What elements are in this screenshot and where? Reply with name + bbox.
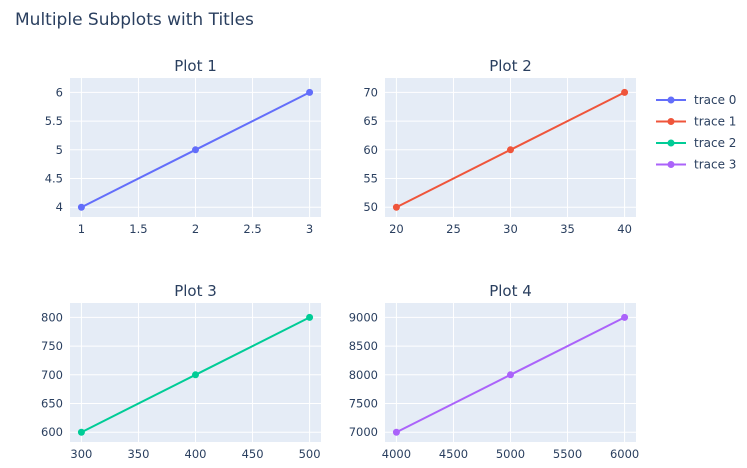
legend-marker-icon xyxy=(667,161,675,168)
x-tick-label: 3 xyxy=(306,222,313,236)
x-tick-label: 5000 xyxy=(496,447,525,461)
subplots: 1 1.5 2 2.5 3 4 4.5 5 5.5 6 Plot 1 20 25 30 35 40 50 55 60… xyxy=(41,57,639,461)
y-tick-label: 5 xyxy=(56,143,63,157)
x-tick-label: 450 xyxy=(242,447,264,461)
x-tick-label: 300 xyxy=(70,447,92,461)
y-tick-label: 7500 xyxy=(349,397,378,411)
x-tick-label: 30 xyxy=(503,222,518,236)
x-tick-label: 400 xyxy=(185,447,207,461)
x-tick-label: 25 xyxy=(446,222,461,236)
legend-item-trace-0[interactable]: trace 0 xyxy=(656,93,736,107)
subplot-title: Plot 4 xyxy=(489,282,532,300)
legend-marker-icon xyxy=(667,118,675,125)
legend-marker-icon xyxy=(667,139,675,147)
legend-label: trace 2 xyxy=(694,136,736,150)
y-tick-label: 750 xyxy=(41,339,63,353)
legend-item-trace-2[interactable]: trace 2 xyxy=(656,136,736,150)
y-tick-label: 4.5 xyxy=(45,172,63,186)
data-point xyxy=(77,428,85,436)
x-tick-label: 6000 xyxy=(610,447,639,461)
subplot-2: 20 25 30 35 40 50 55 60 65 70 Plot 2 xyxy=(363,57,636,236)
data-point xyxy=(392,203,400,211)
subplot-1: 1 1.5 2 2.5 3 4 4.5 5 5.5 6 Plot 1 xyxy=(45,57,321,236)
x-tick-label: 1.5 xyxy=(129,222,147,236)
y-tick-label: 70 xyxy=(363,85,378,99)
legend-label: trace 3 xyxy=(694,158,736,172)
y-tick-label: 55 xyxy=(363,172,378,186)
legend-marker-icon xyxy=(667,96,675,104)
y-tick-label: 9000 xyxy=(349,310,378,324)
data-point xyxy=(621,313,629,321)
y-tick-label: 4 xyxy=(56,200,63,214)
data-point xyxy=(392,428,400,436)
legend-label: trace 0 xyxy=(694,93,736,107)
data-point xyxy=(306,313,314,321)
x-tick-label: 5500 xyxy=(553,447,582,461)
y-tick-label: 60 xyxy=(363,143,378,157)
legend-item-trace-1[interactable]: trace 1 xyxy=(656,115,736,129)
x-tick-label: 4500 xyxy=(439,447,468,461)
data-point xyxy=(621,88,629,96)
legend: trace 0 trace 1 trace 2 trace 3 xyxy=(656,93,736,172)
x-tick-label: 2 xyxy=(192,222,199,236)
x-tick-label: 2.5 xyxy=(243,222,261,236)
data-point xyxy=(192,146,199,154)
y-tick-label: 65 xyxy=(363,114,378,128)
data-point xyxy=(306,88,314,96)
data-point xyxy=(507,146,514,154)
legend-label: trace 1 xyxy=(694,115,736,129)
y-tick-label: 5.5 xyxy=(45,114,63,128)
subplot-title: Plot 3 xyxy=(174,282,217,300)
y-tick-label: 7000 xyxy=(349,425,378,439)
y-tick-label: 600 xyxy=(41,425,63,439)
legend-item-trace-3[interactable]: trace 3 xyxy=(656,158,736,172)
y-tick-label: 700 xyxy=(41,368,63,382)
y-tick-label: 800 xyxy=(41,310,63,324)
y-tick-label: 50 xyxy=(363,200,378,214)
x-tick-label: 20 xyxy=(389,222,404,236)
x-tick-label: 350 xyxy=(127,447,149,461)
subplot-title: Plot 2 xyxy=(489,57,532,75)
y-tick-label: 8500 xyxy=(349,339,378,353)
subplot-title: Plot 1 xyxy=(174,57,217,75)
x-tick-label: 500 xyxy=(299,447,321,461)
y-tick-label: 8000 xyxy=(349,368,378,382)
data-point xyxy=(192,371,199,379)
x-tick-label: 40 xyxy=(617,222,632,236)
y-tick-label: 650 xyxy=(41,397,63,411)
x-tick-label: 1 xyxy=(78,222,85,236)
data-point xyxy=(507,371,514,379)
subplot-4: 4000 4500 5000 5500 6000 7000 7500 8000 8500 9000… xyxy=(349,282,640,461)
x-tick-label: 35 xyxy=(560,222,575,236)
data-point xyxy=(77,203,85,211)
x-tick-label: 4000 xyxy=(382,447,411,461)
subplot-3: 300 350 400 450 500 600 650 700 750 800 Plot 3 xyxy=(41,282,321,461)
figure-title: Multiple Subplots with Titles xyxy=(15,10,254,30)
y-tick-label: 6 xyxy=(56,85,63,99)
